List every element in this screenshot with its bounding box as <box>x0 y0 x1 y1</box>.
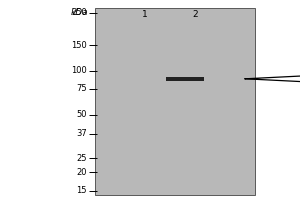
Bar <box>166 77 204 81</box>
Text: 100: 100 <box>71 66 87 75</box>
Text: 250: 250 <box>71 8 87 17</box>
Text: 150: 150 <box>71 41 87 50</box>
Text: 25: 25 <box>76 154 87 163</box>
Text: kDa: kDa <box>70 8 88 17</box>
Text: 75: 75 <box>76 84 87 93</box>
Text: 37: 37 <box>76 129 87 138</box>
Text: 50: 50 <box>76 110 87 119</box>
Bar <box>95 8 255 195</box>
Text: 15: 15 <box>76 186 87 195</box>
Text: 1: 1 <box>142 10 148 19</box>
Text: 2: 2 <box>192 10 198 19</box>
Text: 20: 20 <box>76 168 87 177</box>
